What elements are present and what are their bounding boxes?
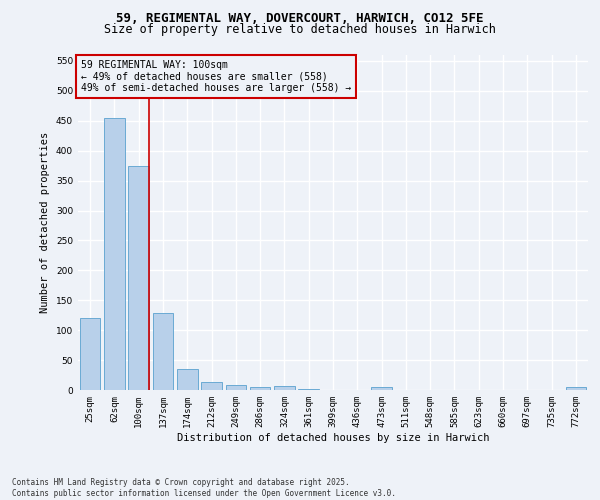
- Text: Contains HM Land Registry data © Crown copyright and database right 2025.
Contai: Contains HM Land Registry data © Crown c…: [12, 478, 396, 498]
- Bar: [250, 387, 271, 390]
- Bar: [152, 314, 173, 390]
- Y-axis label: Number of detached properties: Number of detached properties: [40, 132, 50, 313]
- Bar: [177, 369, 197, 390]
- Bar: [566, 387, 586, 390]
- X-axis label: Distribution of detached houses by size in Harwich: Distribution of detached houses by size …: [177, 432, 489, 442]
- Bar: [274, 386, 295, 390]
- Bar: [226, 384, 246, 390]
- Bar: [128, 166, 149, 390]
- Bar: [201, 382, 222, 390]
- Text: 59, REGIMENTAL WAY, DOVERCOURT, HARWICH, CO12 5FE: 59, REGIMENTAL WAY, DOVERCOURT, HARWICH,…: [116, 12, 484, 26]
- Bar: [371, 387, 392, 390]
- Bar: [104, 118, 125, 390]
- Text: Size of property relative to detached houses in Harwich: Size of property relative to detached ho…: [104, 22, 496, 36]
- Bar: [80, 318, 100, 390]
- Text: 59 REGIMENTAL WAY: 100sqm
← 49% of detached houses are smaller (558)
49% of semi: 59 REGIMENTAL WAY: 100sqm ← 49% of detac…: [80, 60, 351, 93]
